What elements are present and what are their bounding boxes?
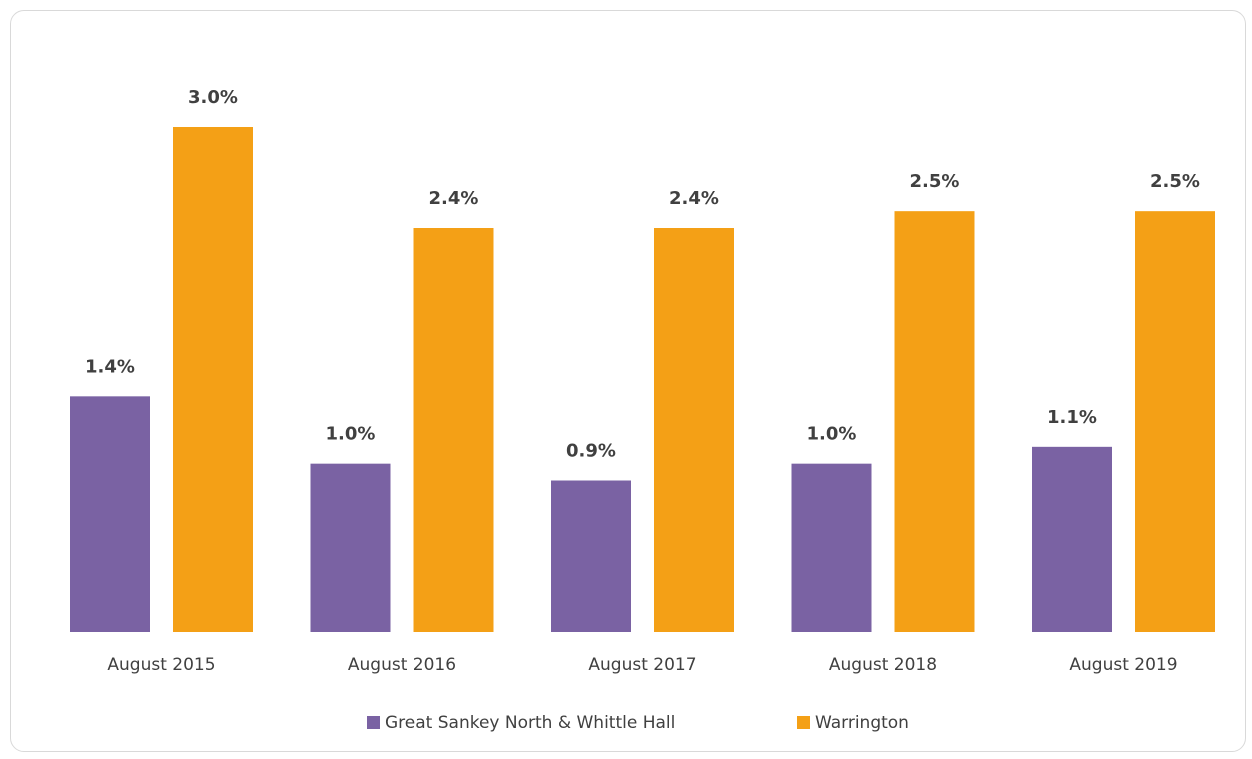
value-label: 1.1% bbox=[1047, 407, 1097, 428]
value-label: 0.9% bbox=[566, 441, 616, 462]
value-label: 1.0% bbox=[807, 424, 857, 445]
bar bbox=[894, 211, 975, 632]
bar bbox=[1135, 211, 1215, 632]
x-tick-label: August 2017 bbox=[588, 655, 696, 675]
legend-swatch bbox=[367, 716, 380, 729]
x-tick-label: August 2016 bbox=[348, 655, 456, 675]
bar bbox=[791, 463, 872, 632]
bar bbox=[654, 228, 734, 632]
value-label: 1.4% bbox=[85, 356, 135, 377]
bar bbox=[1032, 446, 1112, 632]
x-tick-label: August 2019 bbox=[1069, 655, 1177, 675]
bar bbox=[310, 463, 391, 632]
value-label: 1.0% bbox=[326, 424, 376, 445]
x-tick-label: August 2015 bbox=[107, 655, 215, 675]
legend-label: Great Sankey North & Whittle Hall bbox=[385, 713, 675, 733]
value-label: 3.0% bbox=[188, 87, 238, 108]
legend-label: Warrington bbox=[815, 713, 909, 733]
value-label: 2.5% bbox=[910, 171, 960, 192]
bar bbox=[173, 127, 253, 632]
value-label: 2.5% bbox=[1150, 171, 1200, 192]
value-label: 2.4% bbox=[429, 188, 479, 209]
x-tick-label: August 2018 bbox=[829, 655, 937, 675]
bar bbox=[413, 228, 494, 632]
legend-swatch bbox=[797, 716, 810, 729]
value-label: 2.4% bbox=[669, 188, 719, 209]
chart-card bbox=[10, 10, 1246, 752]
bar bbox=[70, 396, 150, 632]
bar bbox=[551, 480, 631, 632]
